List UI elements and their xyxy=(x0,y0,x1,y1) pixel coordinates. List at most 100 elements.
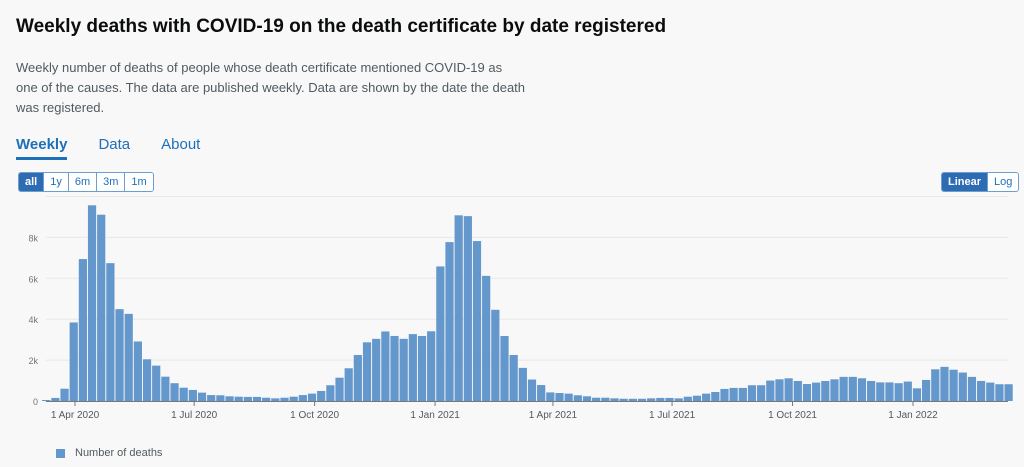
bar xyxy=(830,379,839,401)
bar xyxy=(42,399,51,401)
bar xyxy=(619,398,628,401)
bar xyxy=(491,309,500,401)
range-selector: all 1y 6m 3m 1m xyxy=(18,172,154,192)
log-scale-button[interactable]: Log xyxy=(988,173,1019,191)
bar xyxy=(537,385,546,401)
y-tick-label: 8k xyxy=(28,233,38,243)
bar-chart: 0 2k 4k 6k 8k 1 Apr 2020 1 Jul 2020 1 Oct 2020 1… xyxy=(28,196,1013,421)
legend: Number of deaths xyxy=(56,447,162,459)
y-tick-label: 4k xyxy=(28,315,38,325)
bar xyxy=(802,384,812,401)
x-tick-label: 1 Jul 2021 xyxy=(649,410,696,421)
bar xyxy=(243,396,252,401)
bar xyxy=(784,378,793,401)
bar xyxy=(326,385,335,401)
tab-bar: Weekly Data About xyxy=(16,136,200,160)
bar xyxy=(839,376,848,401)
bar xyxy=(179,387,188,401)
bar xyxy=(207,395,216,401)
bar xyxy=(702,393,711,401)
x-tick-label: 1 Jan 2022 xyxy=(888,410,938,421)
x-tick-label: 1 Oct 2020 xyxy=(290,410,339,421)
bar xyxy=(885,382,894,401)
bar xyxy=(463,216,472,401)
bar xyxy=(876,382,885,401)
bar xyxy=(610,398,619,401)
bar xyxy=(317,390,326,401)
bar xyxy=(564,393,573,401)
linear-scale-button[interactable]: Linear xyxy=(942,173,989,191)
bar xyxy=(601,397,610,401)
bar xyxy=(995,384,1004,401)
bar xyxy=(848,376,857,401)
bar xyxy=(683,396,692,401)
x-tick-label: 1 Jul 2020 xyxy=(171,410,218,421)
range-all-button[interactable]: all xyxy=(19,173,45,191)
bar xyxy=(592,397,601,401)
tab-weekly[interactable]: Weekly xyxy=(16,136,68,160)
bar xyxy=(51,397,60,401)
bar xyxy=(738,387,747,401)
bar xyxy=(152,365,161,401)
bar xyxy=(766,380,775,401)
bar xyxy=(417,335,427,401)
legend-label: Number of deaths xyxy=(75,447,163,459)
range-1m-button[interactable]: 1m xyxy=(125,173,153,191)
bar xyxy=(60,388,69,401)
bar xyxy=(436,266,445,401)
bar xyxy=(289,396,298,401)
bar xyxy=(280,397,289,401)
bar xyxy=(362,342,372,401)
bar xyxy=(958,372,967,401)
bar xyxy=(399,338,408,401)
bar xyxy=(161,376,170,401)
bar xyxy=(445,242,454,401)
range-1y-button[interactable]: 1y xyxy=(44,173,69,191)
bar xyxy=(757,385,766,401)
bar xyxy=(931,369,940,401)
range-3m-button[interactable]: 3m xyxy=(97,173,126,191)
bar xyxy=(555,393,564,401)
tab-data[interactable]: Data xyxy=(98,136,131,153)
bar xyxy=(656,397,665,401)
bar xyxy=(197,392,207,401)
bar xyxy=(967,376,977,401)
bar xyxy=(986,382,995,401)
bar xyxy=(271,398,280,401)
bar xyxy=(500,335,509,401)
bar xyxy=(665,397,674,401)
bar xyxy=(747,385,757,401)
bar xyxy=(582,396,592,401)
bar xyxy=(711,392,720,401)
tab-about[interactable]: About xyxy=(161,136,201,153)
bar xyxy=(472,241,482,401)
bar xyxy=(216,395,225,401)
bar xyxy=(408,334,417,401)
bar xyxy=(106,263,115,401)
bar xyxy=(903,381,912,401)
x-tick-label: 1 Jan 2021 xyxy=(410,410,460,421)
chart-title: Weekly deaths with COVID-19 on the death… xyxy=(16,16,667,37)
legend-swatch xyxy=(56,448,65,458)
chart-description: Weekly number of deaths of people whose … xyxy=(16,60,526,115)
bar xyxy=(546,392,555,401)
bar xyxy=(940,366,949,401)
bar xyxy=(252,396,262,401)
bar xyxy=(124,313,133,401)
bar xyxy=(390,335,399,401)
bar xyxy=(867,380,876,401)
bar xyxy=(353,354,362,401)
bar xyxy=(133,341,142,401)
bar xyxy=(234,396,243,401)
y-tick-label: 0 xyxy=(33,397,38,407)
bar xyxy=(793,380,802,401)
x-tick-label: 1 Oct 2021 xyxy=(768,410,817,421)
bar xyxy=(894,383,903,401)
bar xyxy=(775,379,784,401)
bar xyxy=(912,388,922,401)
bar xyxy=(454,215,463,401)
bar xyxy=(427,331,436,401)
range-6m-button[interactable]: 6m xyxy=(68,173,98,191)
bar xyxy=(674,398,683,401)
x-tick-label: 1 Apr 2021 xyxy=(529,410,578,421)
